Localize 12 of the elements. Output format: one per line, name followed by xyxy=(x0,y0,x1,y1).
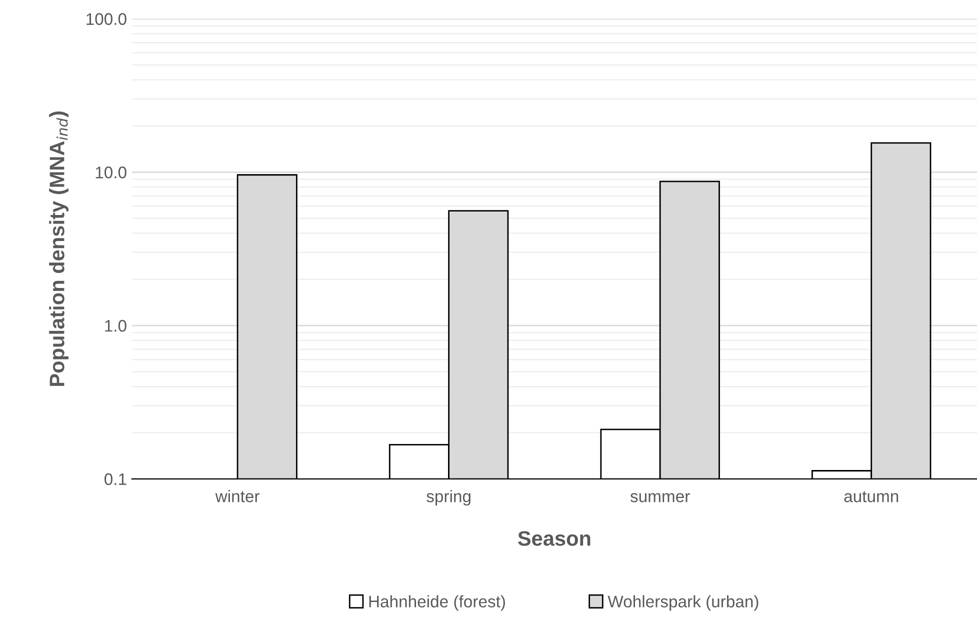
legend-label: Hahnheide (forest) xyxy=(369,595,505,611)
x-tick-label: summer xyxy=(630,493,690,502)
x-axis-title: Season xyxy=(518,531,590,546)
y-tick-label: 100.0 xyxy=(86,13,126,25)
x-tick-label: winter xyxy=(215,490,260,502)
y-tick-label: 10.0 xyxy=(96,166,126,178)
y-axis-title: Population density (MNA$_{ind}$) xyxy=(49,112,68,386)
x-tick-label: spring xyxy=(426,490,470,506)
x-tick-label: autumn xyxy=(844,491,898,502)
y-tick-label: 1.0 xyxy=(105,320,126,332)
y-tick-label: 0.1 xyxy=(104,473,126,486)
legend-label: Wohlerspark (urban) xyxy=(608,595,758,611)
